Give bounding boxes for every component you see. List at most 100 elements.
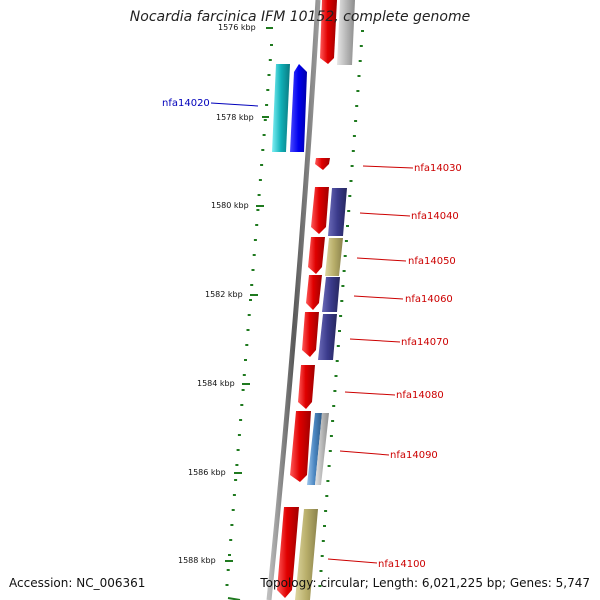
- gc-dot: [265, 104, 269, 106]
- gc-dot: [228, 554, 231, 556]
- gc-dot: [268, 59, 272, 61]
- map-title: Nocardia farcinica IFM 10152, complete g…: [129, 9, 471, 25]
- gc-dot: [235, 464, 239, 466]
- gc-dot: [253, 239, 257, 241]
- gc-dot: [335, 360, 339, 362]
- gc-dot: [232, 494, 236, 496]
- gc-dot: [226, 569, 230, 571]
- tick-1586: 1586 kbp: [188, 468, 242, 477]
- gc-dot: [320, 555, 324, 557]
- gc-dot: [325, 495, 329, 497]
- gc-dot: [256, 209, 260, 211]
- cds-red[interactable]: [290, 411, 311, 482]
- gc-dot: [342, 270, 346, 272]
- gc-dot: [257, 194, 261, 196]
- gc-dot: [336, 345, 340, 347]
- gc-dot: [339, 315, 343, 317]
- gc-dot: [266, 89, 270, 91]
- gene-label-nfa14080[interactable]: nfa14080: [396, 390, 444, 401]
- gene-label-nfa14050[interactable]: nfa14050: [408, 256, 456, 267]
- accession-text: Accession: NC_006361: [9, 576, 146, 590]
- cds-red[interactable]: [311, 187, 329, 234]
- cds-blue[interactable]: [290, 64, 307, 152]
- gc-dot: [244, 359, 247, 361]
- tick-label: 1586 kbp: [188, 468, 226, 477]
- gc-dot: [225, 584, 229, 586]
- gc-dot: [251, 269, 255, 271]
- gc-dot: [331, 420, 335, 422]
- gc-dot: [340, 300, 344, 302]
- gc-dot: [231, 509, 235, 511]
- gene-label-nfa14070[interactable]: nfa14070: [401, 337, 449, 348]
- gc-dot: [327, 465, 331, 467]
- gc-dot: [263, 119, 267, 121]
- cds-cyan[interactable]: [272, 64, 290, 152]
- cds-purple[interactable]: [318, 314, 337, 360]
- cds-khaki[interactable]: [295, 509, 318, 600]
- gc-content-track: [225, 30, 364, 587]
- gc-dot: [352, 135, 356, 137]
- gc-dot: [344, 240, 348, 242]
- gene-label-nfa14020[interactable]: nfa14020: [162, 98, 210, 109]
- gc-dot: [334, 375, 338, 377]
- gc-dot: [242, 374, 246, 376]
- cds-grey[interactable]: [337, 0, 355, 65]
- cds-grey[interactable]: [315, 413, 329, 485]
- cds-red[interactable]: [320, 0, 337, 64]
- gc-dot: [341, 285, 345, 287]
- tick-label: 1576 kbp: [218, 23, 256, 32]
- gene-label-nfa14030[interactable]: nfa14030: [414, 163, 462, 174]
- cds-red[interactable]: [298, 365, 315, 409]
- gene-label-nfa14100[interactable]: nfa14100: [378, 559, 426, 570]
- gc-dot: [239, 419, 243, 421]
- tick-1576: 1576 kbp: [218, 23, 273, 32]
- cds-red[interactable]: [277, 507, 299, 598]
- gc-dot: [326, 480, 330, 482]
- cds-red-small[interactable]: [315, 158, 330, 170]
- topology-text: Topology: circular; Length: 6,021,225 bp…: [260, 576, 590, 590]
- cds-purple[interactable]: [328, 188, 347, 236]
- gc-dot: [252, 254, 256, 256]
- gc-dot: [240, 404, 244, 406]
- gc-dot: [262, 134, 266, 136]
- gc-dot: [346, 225, 349, 227]
- gene-label-nfa14040[interactable]: nfa14040: [411, 211, 459, 222]
- tick-1578: 1578 kbp: [216, 113, 269, 122]
- gc-dot: [347, 210, 351, 212]
- tick-label: 1584 kbp: [197, 379, 235, 388]
- gc-dot: [261, 149, 265, 151]
- reverse-strand-features: [272, 64, 307, 152]
- cds-red[interactable]: [306, 275, 322, 310]
- gc-dot: [247, 314, 251, 316]
- cds-red[interactable]: [308, 237, 325, 274]
- cds-purple[interactable]: [322, 277, 340, 312]
- tick-1584: 1584 kbp: [197, 379, 250, 388]
- tick-label: 1582 kbp: [205, 290, 243, 299]
- gc-dot: [349, 180, 353, 182]
- gc-dot: [358, 60, 362, 62]
- gc-dot: [348, 195, 352, 197]
- gc-dot: [250, 284, 254, 286]
- gc-dot: [338, 330, 341, 332]
- cds-khaki[interactable]: [325, 238, 343, 276]
- gc-dot: [249, 299, 252, 301]
- gc-dot: [230, 524, 234, 526]
- cds-red[interactable]: [302, 312, 319, 357]
- gc-dot: [246, 329, 250, 331]
- gc-dot: [350, 165, 354, 167]
- gene-label-nfa14060[interactable]: nfa14060: [405, 294, 453, 305]
- gc-dot: [356, 90, 360, 92]
- gc-dot: [237, 434, 241, 436]
- gc-dot: [255, 224, 259, 226]
- forward-strand-features: [277, 0, 355, 600]
- gc-dot: [267, 74, 271, 76]
- cds-steel[interactable]: [307, 413, 322, 485]
- tick-label: 1578 kbp: [216, 113, 254, 122]
- gc-dot: [321, 540, 325, 542]
- gc-dot: [318, 585, 322, 587]
- tick-1582: 1582 kbp: [205, 290, 258, 299]
- gc-dot: [357, 75, 361, 77]
- gene-label-nfa14090[interactable]: nfa14090: [390, 450, 438, 461]
- gc-dot: [359, 45, 363, 47]
- gc-dot: [361, 30, 364, 32]
